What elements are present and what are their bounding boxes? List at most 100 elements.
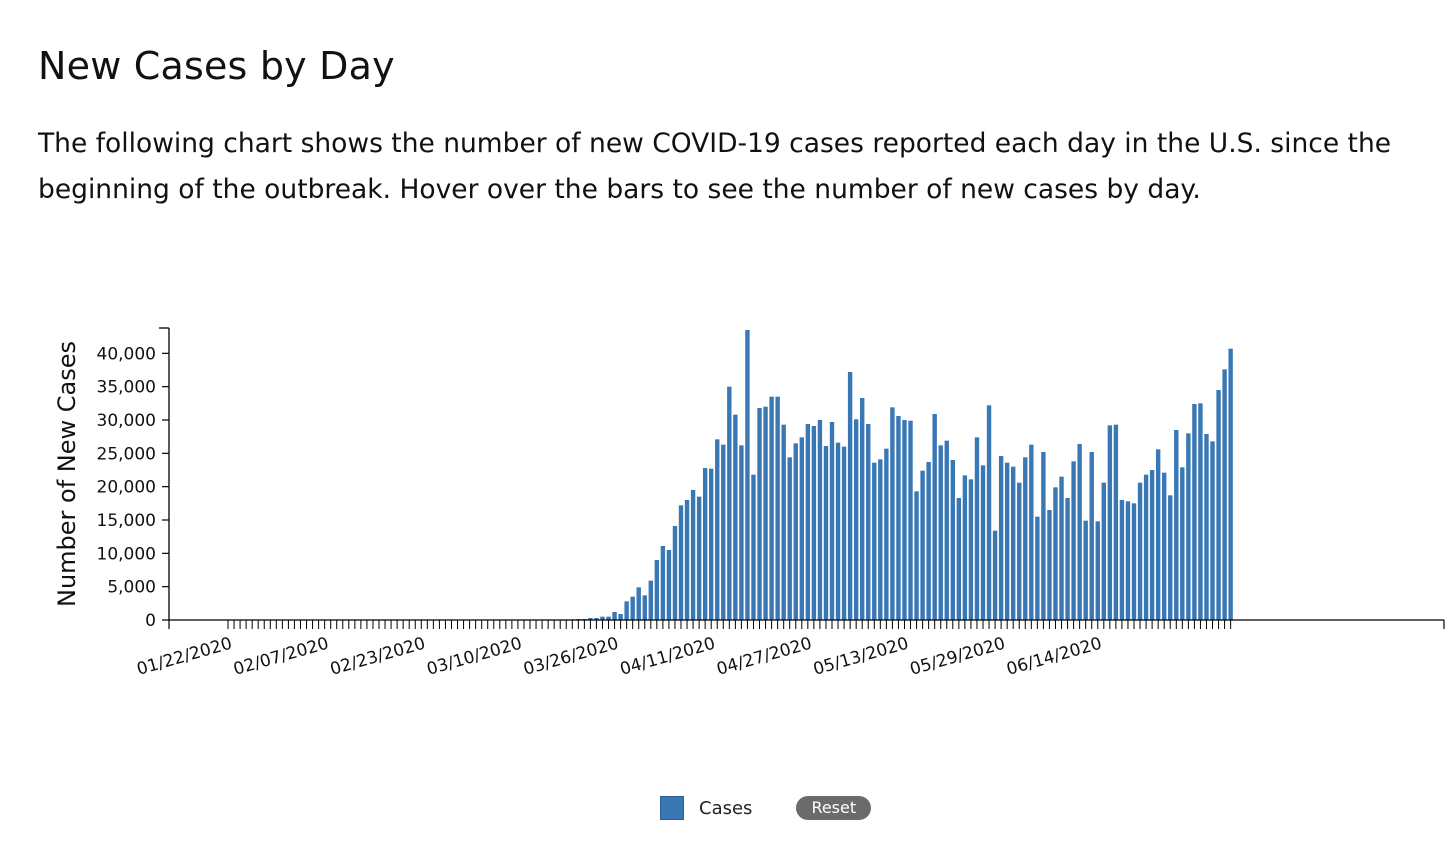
bar-day-155[interactable] [1162, 472, 1167, 620]
bar-day-70[interactable] [648, 580, 653, 620]
bar-day-88[interactable] [757, 408, 762, 620]
bar-day-134[interactable] [1035, 516, 1040, 620]
bar-day-98[interactable] [817, 420, 823, 620]
bar-day-124[interactable] [974, 437, 980, 620]
bar-day-164[interactable] [1216, 390, 1221, 620]
bar-day-126[interactable] [986, 405, 992, 620]
bar-day-73[interactable] [666, 550, 672, 620]
bar-day-84[interactable] [733, 414, 738, 620]
bar-day-110[interactable] [890, 407, 895, 620]
bar-day-158[interactable] [1180, 467, 1185, 620]
bar-day-96[interactable] [805, 424, 811, 620]
bar-day-149[interactable] [1125, 501, 1131, 620]
bar-day-150[interactable] [1131, 503, 1137, 620]
bar-day-123[interactable] [968, 479, 974, 620]
bar-day-60[interactable] [588, 618, 593, 620]
bar-day-122[interactable] [962, 475, 968, 620]
bar-day-139[interactable] [1065, 498, 1070, 620]
bar-day-142[interactable] [1083, 520, 1088, 620]
bar-day-97[interactable] [811, 426, 817, 620]
bar-day-144[interactable] [1095, 521, 1100, 620]
bar-day-80[interactable] [709, 468, 714, 620]
legend-label-cases[interactable]: Cases [699, 797, 753, 819]
bar-day-147[interactable] [1113, 424, 1119, 620]
legend-swatch-cases[interactable] [660, 796, 684, 820]
bar-day-148[interactable] [1119, 500, 1125, 620]
bar-day-78[interactable] [696, 496, 702, 620]
reset-button[interactable]: Reset [796, 796, 872, 820]
bar-day-79[interactable] [702, 468, 708, 620]
bar-day-111[interactable] [896, 416, 901, 620]
bar-day-91[interactable] [775, 396, 780, 620]
bar-day-108[interactable] [878, 459, 883, 620]
bar-day-163[interactable] [1210, 441, 1215, 620]
bar-day-75[interactable] [678, 505, 684, 620]
bar-day-156[interactable] [1168, 495, 1173, 620]
bar-day-115[interactable] [920, 470, 925, 620]
bar-day-113[interactable] [908, 420, 913, 620]
bar-day-138[interactable] [1059, 476, 1064, 620]
bar-day-64[interactable] [612, 612, 617, 620]
bar-day-109[interactable] [884, 448, 889, 620]
bar-day-92[interactable] [781, 424, 786, 620]
bar-day-86[interactable] [745, 330, 750, 620]
bar-day-87[interactable] [751, 474, 756, 620]
bar-day-93[interactable] [787, 457, 792, 620]
bar-day-125[interactable] [980, 465, 986, 620]
bar-day-121[interactable] [956, 498, 962, 620]
bar-day-69[interactable] [642, 595, 647, 620]
bar-day-136[interactable] [1047, 510, 1052, 620]
bar-day-62[interactable] [600, 616, 605, 620]
bar-day-165[interactable] [1222, 369, 1227, 620]
bar-day-162[interactable] [1204, 434, 1209, 620]
bar-day-133[interactable] [1029, 444, 1034, 620]
bar-day-151[interactable] [1137, 482, 1143, 620]
bar-day-128[interactable] [998, 456, 1004, 620]
bar-day-166[interactable] [1228, 348, 1233, 620]
bar-day-95[interactable] [799, 437, 804, 620]
bar-day-159[interactable] [1186, 433, 1191, 620]
bar-day-81[interactable] [715, 439, 720, 620]
bar-day-154[interactable] [1155, 449, 1161, 620]
bar-day-145[interactable] [1101, 482, 1106, 620]
bar-day-100[interactable] [829, 422, 835, 620]
bar-day-143[interactable] [1089, 452, 1094, 620]
bar-day-105[interactable] [860, 398, 865, 620]
bar-day-89[interactable] [763, 406, 768, 620]
bar-day-107[interactable] [872, 462, 877, 620]
bar-day-68[interactable] [636, 587, 641, 620]
bar-day-117[interactable] [932, 414, 937, 620]
bar-day-71[interactable] [654, 560, 660, 620]
bar-day-63[interactable] [606, 616, 611, 620]
bar-day-161[interactable] [1198, 403, 1203, 620]
bar-day-67[interactable] [630, 596, 635, 620]
bar-day-74[interactable] [672, 526, 678, 620]
bar-day-94[interactable] [793, 443, 798, 620]
bar-day-130[interactable] [1011, 466, 1016, 620]
bar-day-131[interactable] [1017, 482, 1022, 620]
bar-day-114[interactable] [914, 491, 919, 620]
bar-day-104[interactable] [853, 419, 859, 620]
bar-day-141[interactable] [1077, 444, 1082, 620]
bar-day-140[interactable] [1071, 461, 1076, 620]
bar-day-106[interactable] [866, 424, 871, 620]
bar-day-129[interactable] [1004, 462, 1010, 620]
bar-day-90[interactable] [769, 396, 774, 620]
bar-day-102[interactable] [841, 446, 847, 620]
bar-day-83[interactable] [727, 386, 732, 620]
bar-day-119[interactable] [944, 440, 949, 620]
bar-day-153[interactable] [1149, 470, 1155, 620]
bar-day-120[interactable] [950, 460, 955, 620]
bar-day-82[interactable] [721, 444, 726, 620]
bar-day-112[interactable] [902, 420, 907, 620]
bar-day-135[interactable] [1041, 452, 1046, 620]
bar-day-72[interactable] [660, 546, 666, 620]
bar-day-77[interactable] [690, 490, 696, 620]
bar-day-157[interactable] [1174, 430, 1179, 620]
bar-day-76[interactable] [684, 500, 690, 620]
bar-day-160[interactable] [1192, 404, 1197, 620]
bar-day-99[interactable] [823, 446, 829, 620]
bar-day-118[interactable] [938, 445, 943, 620]
bar-day-101[interactable] [835, 442, 841, 620]
bar-day-116[interactable] [926, 462, 931, 620]
